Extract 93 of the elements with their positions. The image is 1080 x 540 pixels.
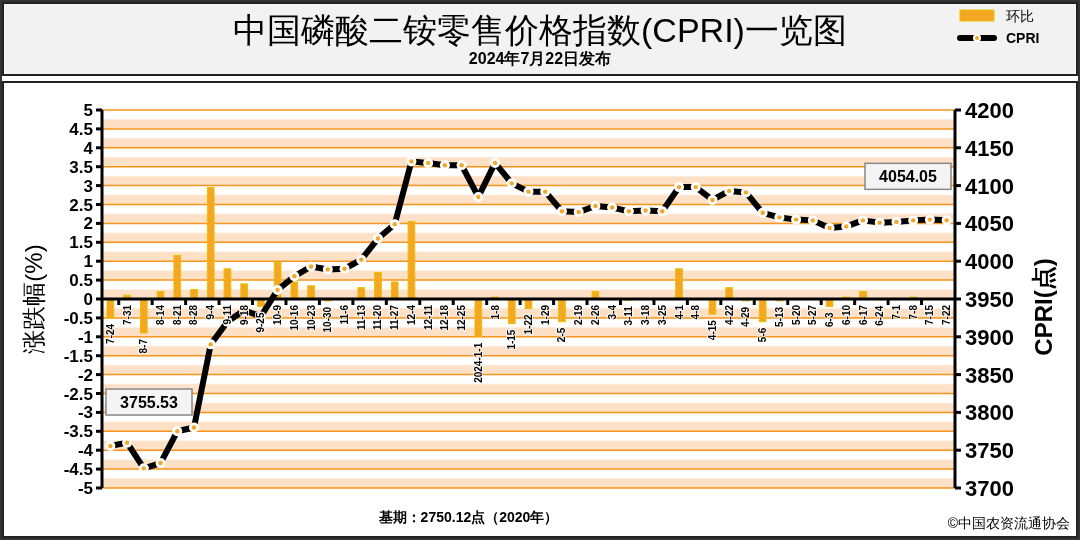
- x-tick-label: 2-26: [589, 304, 601, 326]
- x-tick-label: 10-30: [322, 306, 334, 333]
- x-tick-label: 2024-1-1: [472, 342, 484, 383]
- y2-tick-label: 4150: [965, 135, 1014, 161]
- y2-tick-label: 4200: [965, 98, 1014, 123]
- y2-tick-label: 3950: [965, 287, 1014, 312]
- x-tick-label: 7-8: [907, 304, 919, 320]
- y2-tick-label: 3800: [965, 400, 1014, 426]
- x-tick-label: 7-24: [104, 323, 116, 344]
- legend-label: CPRI: [1006, 30, 1040, 46]
- y-tick-label: -2: [77, 365, 93, 385]
- y-tick-label: 5: [83, 101, 93, 120]
- y-tick-label: -1: [77, 327, 93, 347]
- y-tick-label: -3.5: [63, 422, 93, 442]
- x-tick-label: 6-10: [840, 304, 852, 326]
- y-tick-label: 1: [83, 252, 93, 272]
- x-tick-label: 1-22: [523, 314, 534, 335]
- x-tick-label: 4-1: [673, 304, 685, 320]
- x-tick-label: 11-27: [389, 304, 401, 331]
- chart-title: 中国磷酸二铵零售价格指数(CPRI)一览图: [233, 11, 847, 49]
- x-tick-label: 7-1: [890, 304, 902, 320]
- x-tick-label: 8-7: [138, 338, 150, 354]
- chart-subtitle: 2024年7月22日发布: [468, 50, 612, 67]
- x-tick-label: 9-18: [238, 304, 250, 326]
- data-label: 4054.05: [879, 168, 938, 186]
- y2-tick-label: 4000: [965, 249, 1014, 275]
- y2-tick-label: 3700: [965, 476, 1014, 501]
- x-tick-label: 7-31: [121, 304, 133, 326]
- y2-tick-label: 3900: [965, 324, 1014, 350]
- x-tick-label: 7-22: [941, 304, 953, 326]
- x-tick-label: 11-6: [339, 304, 351, 325]
- x-tick-label: 6-17: [857, 304, 869, 326]
- y-tick-label: 3.5: [69, 157, 93, 177]
- y2-tick-label: 4050: [965, 211, 1014, 237]
- y-tick-label: -0.5: [63, 308, 93, 328]
- x-tick-label: 1-29: [539, 304, 551, 326]
- text: ©中国农资流通协会: [947, 515, 1070, 531]
- y-tick-label: -3: [77, 403, 93, 423]
- y-tick-label: 1.5: [69, 233, 93, 253]
- x-tick-label: 4-29: [740, 306, 752, 327]
- x-tick-label: 9-11: [221, 304, 233, 325]
- x-tick-label: 5-13: [773, 306, 785, 327]
- y2-tick-label: 3750: [965, 438, 1014, 464]
- x-tick-label: 6-3: [824, 312, 836, 328]
- x-tick-label: 9-25: [255, 312, 267, 333]
- text: 基期：2750.12点（2020年）: [377, 509, 559, 525]
- y2-tick-label: 3850: [965, 362, 1014, 388]
- y-tick-label: 2: [83, 214, 93, 234]
- x-tick-label: 4-15: [706, 319, 718, 341]
- y-tick-label: 4: [83, 138, 94, 158]
- x-tick-label: 2-19: [573, 304, 585, 326]
- y-axis-title: 涨跌幅(%): [20, 244, 47, 354]
- x-tick-label: 2-5: [556, 327, 568, 343]
- x-tick-label: 7-15: [924, 304, 936, 326]
- y-tick-label: -5: [77, 479, 93, 498]
- x-tick-label: 8-28: [188, 304, 200, 326]
- x-tick-label: 12-11: [422, 304, 434, 331]
- x-tick-label: 12-4: [405, 304, 417, 326]
- data-label: 3755.53: [120, 394, 179, 412]
- x-tick-label: 6-24: [874, 305, 886, 326]
- x-tick-label: 8-14: [155, 304, 167, 326]
- x-tick-label: 11-13: [355, 304, 367, 331]
- y-tick-label: -4.5: [63, 460, 93, 480]
- x-tick-label: 9-4: [205, 304, 217, 320]
- x-tick-label: 5-6: [757, 327, 769, 343]
- y-tick-label: -1.5: [63, 346, 93, 366]
- x-tick-label: 10-16: [288, 304, 300, 331]
- x-tick-label: 4-22: [723, 304, 735, 326]
- y2-axis-title: CPRI(点): [1030, 258, 1057, 356]
- x-tick-label: 4-8: [690, 304, 702, 320]
- legend-label: 环比: [1006, 8, 1034, 24]
- y-tick-label: 3: [83, 176, 93, 196]
- x-tick-label: 10-23: [305, 304, 317, 331]
- x-tick-label: 10-9: [272, 304, 284, 326]
- x-tick-label: 8-21: [171, 304, 183, 326]
- y-tick-label: -2.5: [63, 384, 93, 404]
- x-tick-label: 3-4: [606, 304, 618, 320]
- y-tick-label: -4: [77, 441, 94, 461]
- y2-tick-label: 4100: [965, 173, 1014, 199]
- y-tick-label: 0: [83, 290, 93, 309]
- y-tick-label: 2.5: [69, 195, 93, 215]
- x-tick-label: 1-15: [506, 329, 518, 350]
- x-tick-label: 3-18: [640, 304, 652, 326]
- x-tick-label: 3-25: [656, 304, 668, 326]
- x-tick-label: 12-25: [456, 304, 468, 331]
- y-tick-label: 0.5: [69, 271, 93, 291]
- x-tick-label: 12-18: [439, 304, 451, 331]
- x-tick-label: 5-27: [807, 304, 819, 326]
- x-tick-label: 3-11: [623, 305, 635, 326]
- x-tick-label: 5-20: [790, 304, 802, 326]
- y-tick-label: 4.5: [69, 119, 93, 139]
- x-tick-label: 11-20: [372, 304, 384, 331]
- x-tick-label: 1-8: [489, 304, 501, 320]
